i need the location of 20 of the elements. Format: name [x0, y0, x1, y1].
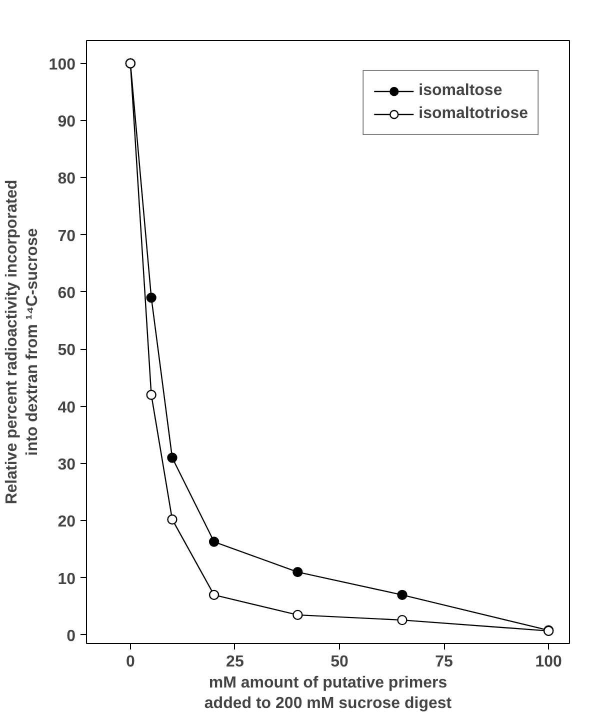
y-axis-title: Relative percent radioactivity incorporated into dextran from ¹⁴C-sucrose	[3, 180, 41, 504]
legend-label: isomaltotriose	[418, 105, 528, 123]
x-tick-label: 100	[535, 654, 562, 670]
x-tick-label: 50	[330, 654, 348, 670]
y-tick-label: 50	[58, 342, 76, 360]
x-axis-title: mM amount of putative primers added to 200 mM sucrose digest	[204, 674, 452, 712]
x-tick-label: 75	[435, 654, 454, 670]
y-tick-label: 80	[58, 170, 76, 188]
y-tick-label: 20	[58, 514, 76, 531]
y-tick-label: 90	[58, 114, 76, 131]
x-tick-label: 25	[226, 654, 244, 670]
x-tick-label: 0	[126, 654, 135, 670]
y-tick-label: 10	[58, 570, 76, 588]
y-tick-label: 100	[48, 56, 76, 74]
y-tick-label: 60	[58, 284, 76, 302]
y-tick-label: 0	[66, 628, 76, 645]
legend-label: isomaltose	[418, 82, 502, 100]
y-tick-label: 70	[58, 228, 76, 245]
y-tick-label: 40	[58, 399, 76, 416]
y-tick-label: 30	[58, 456, 76, 474]
